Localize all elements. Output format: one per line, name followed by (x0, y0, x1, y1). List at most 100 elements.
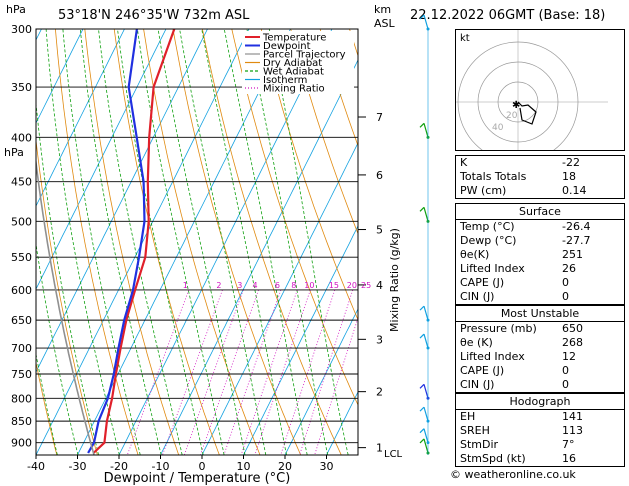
isotherm-line (243, 225, 358, 455)
wind-barb-flag (419, 383, 425, 389)
table-row: SREH 113 (456, 424, 624, 438)
wind-barb-flag (419, 206, 425, 212)
mixing-ratio-label: 20 (347, 281, 357, 290)
y-tick-label: 500 (11, 215, 32, 228)
height-tick-label: 1 (376, 442, 383, 455)
wind-barb (423, 333, 429, 349)
row-label: Lifted Index (460, 262, 525, 275)
row-value: 26 (562, 262, 576, 275)
parcel-trajectory (36, 156, 95, 455)
table-row: CIN (J) 0 (456, 290, 624, 304)
isotherm-line (201, 142, 358, 455)
row-value: 268 (562, 336, 583, 349)
legend-item: Mixing Ratio (263, 84, 325, 95)
wind-barb (423, 384, 429, 399)
table-title: Surface (456, 204, 624, 220)
y-tick-label: 800 (11, 392, 32, 405)
dry-adiabat-line (172, 29, 302, 455)
row-label: Totals Totals (460, 170, 527, 183)
row-value: 0 (562, 290, 569, 303)
wet-adiabat-line (45, 29, 120, 455)
isotherm-line (36, 29, 250, 455)
row-label: EH (460, 410, 476, 423)
wind-barb (423, 406, 429, 422)
km-label: km (374, 3, 391, 16)
row-label: Lifted Index (460, 350, 525, 363)
x-tick-label: 0 (199, 460, 206, 473)
row-value: -26.4 (562, 220, 591, 233)
wind-barb (423, 14, 429, 30)
table-row: Temp (°C) -26.4 (456, 220, 624, 234)
dry-adiabat-line (143, 29, 261, 455)
y-tick-label: 300 (11, 23, 32, 36)
isotherm-line (36, 29, 208, 373)
x-tick-label: 10 (237, 460, 251, 473)
mixing-ratio-label: 1 (183, 281, 188, 290)
table-row: CAPE (J) 0 (456, 276, 624, 290)
mixing-ratio-line (314, 316, 358, 455)
height-tick-label: 7 (376, 111, 383, 124)
wind-barb (423, 123, 429, 138)
isotherm-line (77, 29, 291, 455)
y-tick-label: 900 (11, 437, 32, 450)
mixing-ratio-label: 3 (237, 281, 242, 290)
row-label: StmSpd (kt) (460, 452, 526, 465)
dewpoint-profile (87, 29, 146, 454)
wind-barb-flag (419, 305, 425, 311)
y-tick-label: 600 (11, 284, 32, 297)
hodograph-kt-label: kt (460, 33, 470, 44)
x-tick-label: -10 (152, 460, 170, 473)
table-row: CAPE (J) 0 (456, 364, 624, 378)
row-label: StmDir (460, 438, 499, 451)
isotherm-line (284, 308, 358, 455)
y-tick-label: 850 (11, 415, 32, 428)
table-title: Most Unstable (456, 306, 624, 322)
row-value: 16 (562, 452, 576, 465)
row-label: CIN (J) (460, 290, 495, 303)
row-label: θe (K) (460, 336, 493, 349)
table-row: Totals Totals 18 (456, 170, 624, 184)
row-label: Pressure (mb) (460, 322, 537, 335)
temperature-profile (92, 29, 176, 454)
lcl-label: LCL (384, 449, 403, 460)
row-value: 0 (562, 276, 569, 289)
legend-item: Parcel Trajectory (263, 50, 346, 61)
hpa-label: hPa (6, 3, 26, 16)
dry-adiabat-line (113, 29, 220, 455)
wet-adiabat-line (79, 29, 162, 455)
row-value: 18 (562, 170, 576, 183)
height-tick-label: 2 (376, 386, 383, 399)
dry-adiabat-line (319, 29, 358, 147)
y-tick-label: 550 (11, 251, 32, 264)
wet-adiabat-line (201, 29, 287, 455)
row-value: -27.7 (562, 234, 591, 247)
row-value: 0.14 (562, 184, 587, 197)
wet-adiabat-line (137, 29, 225, 455)
dry-adiabat-line (55, 29, 139, 455)
wet-adiabat-line (179, 29, 267, 455)
mixing-ratio-line (200, 289, 259, 455)
row-value: 251 (562, 248, 583, 261)
wind-barb-flag (419, 428, 425, 434)
legend-item: Dry Adiabat (263, 58, 322, 69)
wind-barb-flag (419, 438, 425, 444)
y-tick-label: 650 (11, 314, 32, 327)
wind-barb-flag (419, 333, 425, 339)
table-row: PW (cm) 0.14 (456, 184, 624, 198)
dry-adiabat-line (84, 29, 180, 455)
height-tick-label: 3 (376, 333, 383, 346)
asl-label: ASL (374, 17, 396, 30)
most-unstable-table: Most Unstable Pressure (mb) 650 θe (K) 268 Li… (455, 305, 625, 393)
hodograph-panel: kt 20 40 ✱ (455, 29, 625, 163)
row-label: CIN (J) (460, 378, 495, 391)
isotherm-line (326, 391, 358, 455)
indices-table: K -22 Totals Totals 18 PW (cm) 0.14 (455, 155, 625, 199)
x-tick-label: -30 (69, 460, 87, 473)
mixing-ratio-label: 10 (304, 281, 314, 290)
mixing-ratio-label: 15 (329, 281, 339, 290)
plot-frame (35, 28, 359, 456)
wind-barb (423, 207, 429, 222)
wind-barb-flag (419, 406, 425, 412)
wind-barb (423, 305, 429, 321)
dry-adiabat-line (290, 29, 358, 235)
